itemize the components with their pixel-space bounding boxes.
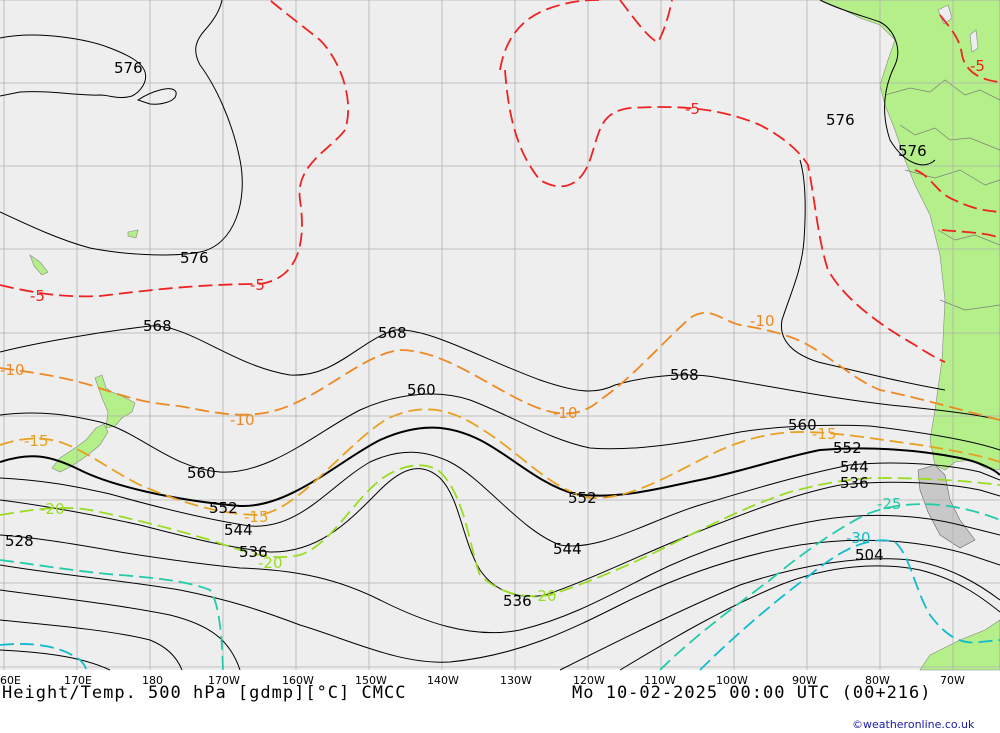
isotherm-minus5-andes <box>914 169 1000 239</box>
contour-568 <box>0 325 1000 421</box>
lon-tick: 110W <box>644 674 676 687</box>
temp-label: -5 <box>685 100 700 118</box>
temp-label: -15 <box>244 508 269 526</box>
contour-560 <box>0 393 1000 473</box>
temp-labels: -5 -5 -5 -5 -10 -10 -10 -10 -15 -15 -15 … <box>0 57 985 605</box>
temp-label: -20 <box>258 554 283 572</box>
lon-tick: 180 <box>142 674 163 687</box>
height-label: 560 <box>788 416 817 434</box>
height-label: 576 <box>826 111 855 129</box>
lon-tick: 170E <box>64 674 92 687</box>
longitude-axis: 60E 170E 180 170W 160W 150W 140W 130W 12… <box>0 674 965 687</box>
isotherm-minus25 <box>0 503 1000 671</box>
contour-488 <box>0 649 111 671</box>
graticule <box>0 0 1000 670</box>
footer-strip <box>0 670 1000 733</box>
contour-496 <box>0 619 183 671</box>
temp-label: -5 <box>30 287 45 305</box>
height-label: 544 <box>840 458 869 476</box>
lon-tick: 120W <box>573 674 605 687</box>
isotherm-minus30 <box>0 539 1000 671</box>
lon-tick: 130W <box>500 674 532 687</box>
temp-label: -15 <box>24 432 49 450</box>
lon-tick: 70W <box>940 674 965 687</box>
height-label: 560 <box>187 464 216 482</box>
island-small-3 <box>969 29 979 53</box>
temp-label: -20 <box>40 500 65 518</box>
isotherm-minus20 <box>0 464 1000 598</box>
height-label: 544 <box>553 540 582 558</box>
isotherm-minus10 <box>0 312 1000 421</box>
credit-link[interactable]: ©weatheronline.co.uk <box>852 718 975 731</box>
height-labels: 576 576 576 576 568 568 568 560 560 560 … <box>5 59 927 610</box>
contour-544 <box>0 451 1000 547</box>
isotherm-minus15 <box>0 408 1000 516</box>
temp-label: -25 <box>877 495 902 513</box>
temp-label: -5 <box>250 276 265 294</box>
height-label: 536 <box>239 543 268 561</box>
height-contours <box>0 0 1000 671</box>
height-label: 568 <box>670 366 699 384</box>
height-label: 536 <box>503 592 532 610</box>
height-label: 560 <box>407 381 436 399</box>
contour-552 <box>0 426 1000 508</box>
temp-label: -10 <box>230 411 255 429</box>
contour-504 <box>619 565 1000 671</box>
height-label: 536 <box>840 474 869 492</box>
contour-512 <box>0 558 1000 671</box>
height-label: 576 <box>898 142 927 160</box>
lon-tick: 60E <box>0 674 21 687</box>
map-title: Height/Temp. 500 hPa [gdmp][°C] CMCC <box>2 683 406 703</box>
height-label: 504 <box>855 546 884 564</box>
island-small-1 <box>127 229 139 239</box>
height-label: 552 <box>833 439 862 457</box>
contour-576-mid <box>0 0 243 256</box>
lon-tick: 140W <box>427 674 459 687</box>
lon-tick: 90W <box>792 674 817 687</box>
contour-576-nw <box>0 34 147 99</box>
height-label: 528 <box>5 532 34 550</box>
temp-label: -10 <box>750 312 775 330</box>
height-label: 552 <box>568 489 597 507</box>
temp-contours <box>0 0 1000 671</box>
height-label: 544 <box>224 521 253 539</box>
height-label: 576 <box>114 59 143 77</box>
lon-tick: 150W <box>355 674 387 687</box>
height-label: 552 <box>209 499 238 517</box>
contour-576-east <box>819 0 936 166</box>
lon-tick: 160W <box>282 674 314 687</box>
temp-label: -10 <box>553 404 578 422</box>
height-label: 568 <box>143 317 172 335</box>
island-fiji <box>29 254 49 276</box>
contour-576-se <box>780 159 946 391</box>
contour-536 <box>0 468 1000 597</box>
sea-area <box>0 0 1000 670</box>
height-label: 568 <box>378 324 407 342</box>
contour-528 <box>0 514 1000 634</box>
height-label: 576 <box>180 249 209 267</box>
contour-576-loop <box>136 88 177 105</box>
lon-tick: 80W <box>865 674 890 687</box>
isotherm-minus5-west <box>0 0 349 298</box>
temp-label: -5 <box>970 57 985 75</box>
isotherm-minus5-east <box>939 14 1000 83</box>
temp-label: -15 <box>812 425 837 443</box>
temp-label: -20 <box>532 587 557 605</box>
valid-time: Mo 10-02-2025 00:00 UTC (00+216) <box>572 683 932 703</box>
land-masses <box>29 0 1000 671</box>
contour-520 <box>0 539 1000 663</box>
lon-tick: 100W <box>716 674 748 687</box>
isotherm-minus5-center <box>499 0 946 363</box>
nz-north-island <box>94 374 136 429</box>
temp-label: -30 <box>846 529 871 547</box>
island-small-2 <box>937 4 953 25</box>
lon-tick: 170W <box>208 674 240 687</box>
temp-label: -10 <box>0 361 25 379</box>
